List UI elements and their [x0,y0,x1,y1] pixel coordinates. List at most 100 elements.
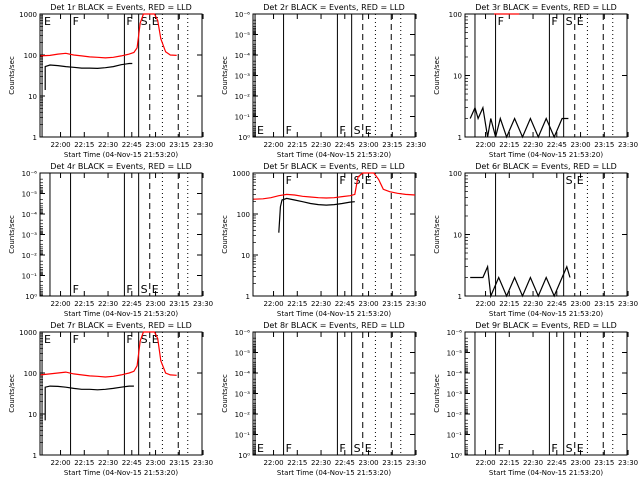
y-tick-label: 10⁻³ [447,391,463,399]
panel-2: Det 2r BLACK = Events, RED = LLD 10⁰ 10⁻¹ 1… [221,3,426,159]
x-tick-label: 22:15 [287,141,307,149]
marker-label: E [257,442,264,455]
y-tick-label: 10⁻² [235,411,251,419]
x-tick-label: 23:00 [145,300,165,308]
series-line-lld [40,331,177,378]
marker-label: S [354,124,361,137]
x-tick-label: 23:15 [169,141,189,149]
marker-label: E [44,15,51,28]
x-tick-label: 22:00 [263,300,283,308]
y-tick-label: 10⁻⁶ [22,170,38,178]
y-axis-label: Counts/sec [221,56,229,95]
x-tick-label: 23:15 [169,459,189,467]
x-tick-label: 23:15 [382,300,402,308]
x-tick-label: 22:00 [475,300,495,308]
marker-label: F [126,15,132,28]
x-tick-label: 22:00 [475,141,495,149]
x-axis-label: Start Time (04-Nov-15 21:53:20) [277,151,391,159]
y-tick-label: 10⁻³ [235,391,251,399]
marker-label: S [354,442,361,455]
panel-4: Det 4r BLACK = Events, RED = LLD 10⁰ 10⁻¹ 1… [8,162,213,318]
y-tick-label: 100 [24,370,37,378]
y-tick-label: 100 [449,11,462,19]
x-tick-label: 23:00 [358,300,378,308]
y-tick-label: 1000 [232,170,250,178]
y-tick-label: 10 [28,93,37,101]
x-tick-label: 22:30 [311,300,331,308]
y-tick-label: 1000 [19,329,37,337]
x-tick-label: 22:45 [122,300,142,308]
x-tick-label: 23:30 [618,141,638,149]
panel-9: Det 9r BLACK = Events, RED = LLD 10⁰ 10⁻¹ 1… [433,321,638,477]
x-tick-label: 23:30 [618,300,638,308]
y-tick-label: 1 [33,134,37,142]
marker-label: E [365,174,372,187]
y-tick-label: 10⁻² [447,411,463,419]
chart-title: Det 3r BLACK = Events, RED = LLD [475,3,617,12]
marker-label: E [365,124,372,137]
y-tick-label: 10⁻³ [235,73,251,81]
x-tick-label: 23:00 [570,141,590,149]
marker-label: F [339,174,345,187]
y-tick-label: 10⁰ [450,452,462,460]
marker-label: S [141,283,148,296]
x-tick-label: 23:00 [358,141,378,149]
x-tick-label: 22:30 [311,459,331,467]
x-tick-label: 23:00 [358,459,378,467]
panel-8: Det 8r BLACK = Events, RED = LLD 10⁰ 10⁻¹ 1… [221,321,426,477]
series-line-events [278,197,355,233]
panel-3: Det 3r BLACK = Events, RED = LLD 1 10 100 22… [433,3,638,159]
series-line-lld [253,172,416,200]
plot-frame [252,172,416,297]
marker-label: F [551,442,557,455]
panel-5: Det 5r BLACK = Events, RED = LLD 1 10 100 10… [221,162,426,318]
marker-label: F [73,283,79,296]
x-tick-label: 22:45 [335,300,355,308]
y-tick-label: 10⁻⁵ [235,350,251,358]
marker-label: F [126,333,132,346]
y-tick-label: 100 [449,170,462,178]
y-tick-label: 10⁻⁴ [22,211,38,219]
y-tick-label: 10 [241,252,250,260]
plot-frame [39,331,203,456]
y-tick-label: 10⁻⁵ [22,191,38,199]
marker-label: F [126,283,132,296]
x-tick-label: 23:30 [618,459,638,467]
y-tick-label: 10⁰ [238,134,250,142]
series-line-lld [40,13,177,59]
x-tick-label: 22:30 [98,459,118,467]
x-tick-label: 23:00 [570,459,590,467]
y-tick-label: 10⁻⁵ [447,350,463,358]
marker-label: S [566,174,573,187]
chart-title: Det 5r BLACK = Events, RED = LLD [263,162,405,171]
marker-label: E [577,15,584,28]
y-tick-label: 10 [28,411,37,419]
x-tick-label: 22:15 [499,141,519,149]
y-tick-label: 100 [24,52,37,60]
x-tick-label: 22:15 [499,459,519,467]
chart-title: Det 6r BLACK = Events, RED = LLD [475,162,617,171]
marker-label: S [566,442,573,455]
x-tick-label: 22:30 [523,459,543,467]
x-tick-label: 23:30 [406,459,426,467]
x-tick-label: 23:00 [570,300,590,308]
y-axis-label: Counts/sec [433,215,441,254]
y-tick-label: 10⁻¹ [22,273,38,281]
series-line-events [44,385,134,421]
y-axis-label: Counts/sec [221,215,229,254]
marker-label: E [152,283,159,296]
x-tick-label: 22:45 [547,459,567,467]
y-tick-label: 10⁻⁶ [235,329,251,337]
x-tick-label: 23:00 [145,459,165,467]
x-tick-label: 23:30 [193,141,213,149]
y-tick-label: 10⁰ [238,452,250,460]
x-tick-label: 23:15 [382,459,402,467]
x-tick-label: 23:30 [193,459,213,467]
x-tick-label: 22:30 [311,141,331,149]
x-axis-label: Start Time (04-Nov-15 21:53:20) [489,469,603,477]
x-axis-label: Start Time (04-Nov-15 21:53:20) [489,310,603,318]
x-tick-label: 22:30 [98,141,118,149]
y-axis-label: Counts/sec [433,56,441,95]
x-tick-label: 22:00 [50,141,70,149]
